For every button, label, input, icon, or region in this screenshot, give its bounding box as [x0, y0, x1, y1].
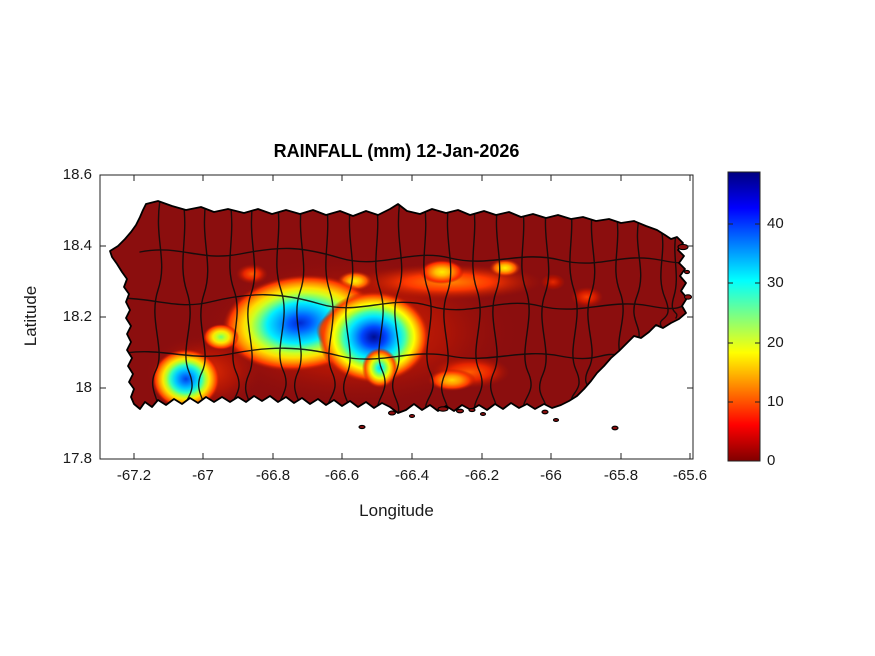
axes-frame [99, 174, 694, 460]
x-tick-label: -65.6 [672, 467, 708, 484]
offshore-islets [358, 243, 693, 431]
colorbar-tick-label: 40 [767, 215, 784, 232]
x-tick-label: -66.4 [394, 467, 430, 484]
x-axis-label: Longitude [359, 501, 434, 520]
colorbar-ticks [728, 223, 760, 462]
y-axis-ticks [100, 174, 693, 460]
rainfall-contour-field [110, 201, 687, 413]
colorbar-tick-label: 10 [767, 393, 784, 410]
y-tick-label: 18.4 [62, 237, 92, 254]
plot-title: RAINFALL (mm) 12-Jan-2026 [273, 141, 520, 161]
x-tick-label: -67.2 [116, 467, 152, 484]
x-tick-label: -65.8 [603, 467, 639, 484]
y-axis-label: Latitude [21, 285, 40, 347]
colorbar [727, 171, 761, 462]
y-tick-label: 18 [75, 379, 92, 396]
colorbar-tick-label: 0 [767, 452, 776, 469]
x-tick-label: -66.6 [324, 467, 360, 484]
y-tick-label: 18.6 [62, 166, 92, 183]
x-tick-label: -67 [192, 467, 214, 484]
x-tick-label: -66.2 [464, 467, 500, 484]
x-axis-ticks [133, 175, 691, 459]
y-tick-label: 18.2 [62, 308, 92, 325]
x-tick-label: -66.8 [255, 467, 291, 484]
island-coastline [109, 200, 688, 414]
y-tick-label: 17.8 [62, 450, 92, 467]
municipality-boundaries [110, 201, 687, 413]
colorbar-tick-label: 30 [767, 274, 784, 291]
x-tick-label: -66 [540, 467, 562, 484]
colorbar-tick-label: 20 [767, 334, 784, 351]
